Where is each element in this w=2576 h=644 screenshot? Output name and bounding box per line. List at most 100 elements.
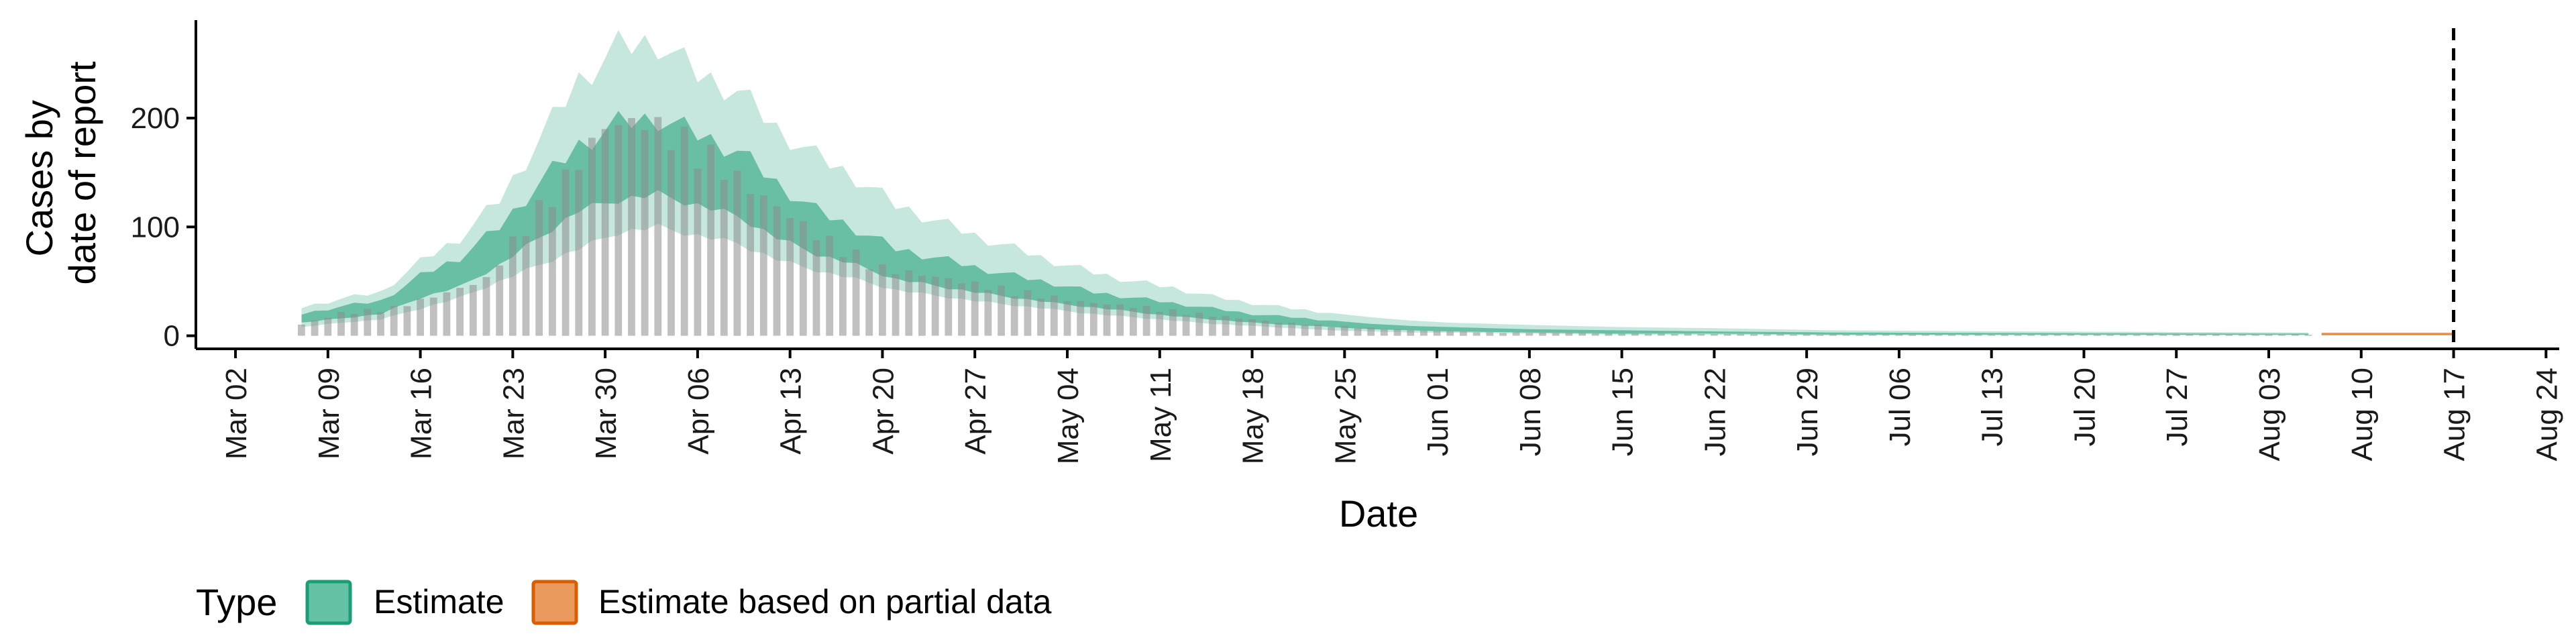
reported-case-bar (1829, 334, 1837, 336)
reported-case-bar (1723, 334, 1731, 336)
y-tick-label: 100 (131, 211, 180, 244)
reported-case-bar (549, 207, 556, 336)
x-tick-label: Apr 13 (775, 368, 808, 455)
reported-cases-bars (298, 117, 2312, 336)
reported-case-bar (707, 144, 714, 336)
y-axis-title-line-2: date of report (61, 61, 103, 285)
reported-case-bar (2080, 334, 2088, 336)
reported-case-bar (1644, 333, 1652, 336)
reported-case-bar (2053, 334, 2061, 336)
reported-case-bar (826, 235, 834, 336)
reported-case-bar (2120, 334, 2127, 336)
reported-case-bar (522, 235, 530, 336)
reported-case-bar (2146, 334, 2154, 336)
x-axis-ticks: Mar 02 Mar 09 Mar 16 Mar 23 Mar 30 Apr 06 Apr … (220, 349, 2563, 464)
reported-case-bar (614, 125, 623, 336)
reported-case-bar (918, 276, 926, 336)
reported-case-bar (2159, 335, 2167, 336)
reported-case-bar (958, 283, 965, 336)
reported-case-bar (1790, 334, 1797, 336)
reported-case-bar (324, 317, 332, 336)
reported-case-bar (1328, 327, 1335, 336)
reported-case-bar (2278, 335, 2286, 336)
reported-case-bar (1684, 333, 1692, 336)
reported-case-bar (1711, 333, 1718, 336)
x-tick-label: Apr 06 (682, 368, 715, 455)
reported-case-bar (575, 170, 583, 336)
reported-case-bar (984, 290, 992, 336)
legend-label-partial: Estimate based on partial data (598, 583, 1052, 621)
reported-case-bar (892, 274, 900, 336)
reported-case-bar (1988, 335, 1996, 336)
reported-case-bar (2239, 334, 2246, 336)
reported-case-bar (1089, 303, 1097, 336)
reported-case-bar (1512, 332, 1520, 336)
y-axis-title-line-1: Cases by (18, 100, 60, 256)
x-tick-label: Mar 30 (590, 368, 623, 460)
reported-case-bar (2251, 334, 2259, 336)
reported-case-bar (469, 284, 477, 336)
reported-case-bar (1776, 334, 1784, 336)
reported-case-bar (364, 309, 372, 336)
reported-case-bar (2265, 334, 2273, 336)
reported-case-bar (1578, 333, 1586, 336)
reported-case-bar (865, 269, 873, 336)
reported-case-bar (1077, 301, 1085, 336)
reported-case-bar (1446, 331, 1454, 336)
reported-case-bar (971, 281, 979, 336)
reported-case-bar (1393, 329, 1401, 336)
reported-case-bar (1248, 319, 1256, 336)
reported-case-bar (1631, 333, 1639, 336)
x-tick-label: May 25 (1329, 368, 1362, 464)
reported-case-bar (508, 236, 517, 336)
reported-case-bar (1209, 317, 1216, 336)
reported-case-bar (1961, 335, 1969, 336)
reported-case-bar (2186, 334, 2194, 336)
x-tick-label: Mar 02 (220, 368, 253, 460)
reported-case-bar (2172, 334, 2180, 336)
reported-case-bar (1460, 331, 1467, 336)
x-tick-label: Jun 15 (1607, 368, 1640, 456)
reported-case-bar (1130, 308, 1137, 336)
x-tick-label: Apr 27 (959, 368, 992, 455)
x-tick-label: Jun 01 (1421, 368, 1454, 456)
reported-case-bar (879, 264, 886, 336)
reported-case-bar (2304, 335, 2312, 336)
reported-case-bar (2212, 334, 2220, 336)
reported-case-bar (786, 218, 794, 336)
reported-case-bar (1909, 334, 1916, 336)
reported-case-bar (812, 240, 820, 336)
reported-case-bar (601, 129, 609, 336)
reported-case-bar (1116, 304, 1124, 336)
x-tick-label: Jul 27 (2161, 368, 2194, 446)
legend-label-estimate: Estimate (374, 583, 504, 621)
reported-case-bar (747, 194, 754, 336)
reported-case-bar (931, 276, 939, 336)
reported-case-bar (1499, 333, 1507, 336)
reported-case-bar (377, 312, 384, 336)
reported-case-bar (641, 129, 649, 336)
reported-case-bar (1869, 334, 1876, 336)
reported-case-bar (1882, 334, 1890, 336)
reported-case-bar (1354, 328, 1362, 336)
x-tick-label: Jun 29 (1791, 368, 1824, 456)
reported-case-bar (1314, 324, 1322, 336)
reported-case-bar (1407, 330, 1415, 336)
reported-case-bar (1380, 329, 1388, 336)
reported-case-bar (2093, 334, 2101, 336)
reported-case-bar (1974, 334, 1982, 336)
reported-case-bar (680, 126, 688, 336)
x-tick-label: Mar 09 (313, 368, 345, 460)
x-axis-title: Date (1339, 492, 1418, 535)
reported-case-bar (337, 312, 345, 336)
y-axis-ticks: 0 100 200 (131, 102, 196, 353)
reported-case-bar (1539, 333, 1546, 336)
reported-case-bar (1367, 327, 1375, 336)
x-tick-label: Mar 23 (497, 368, 530, 460)
reported-case-bar (1816, 335, 1824, 336)
reported-case-bar (1275, 322, 1283, 336)
reported-case-bar (2106, 335, 2114, 336)
reported-case-bar (1763, 334, 1771, 336)
reported-case-bar (496, 265, 504, 336)
